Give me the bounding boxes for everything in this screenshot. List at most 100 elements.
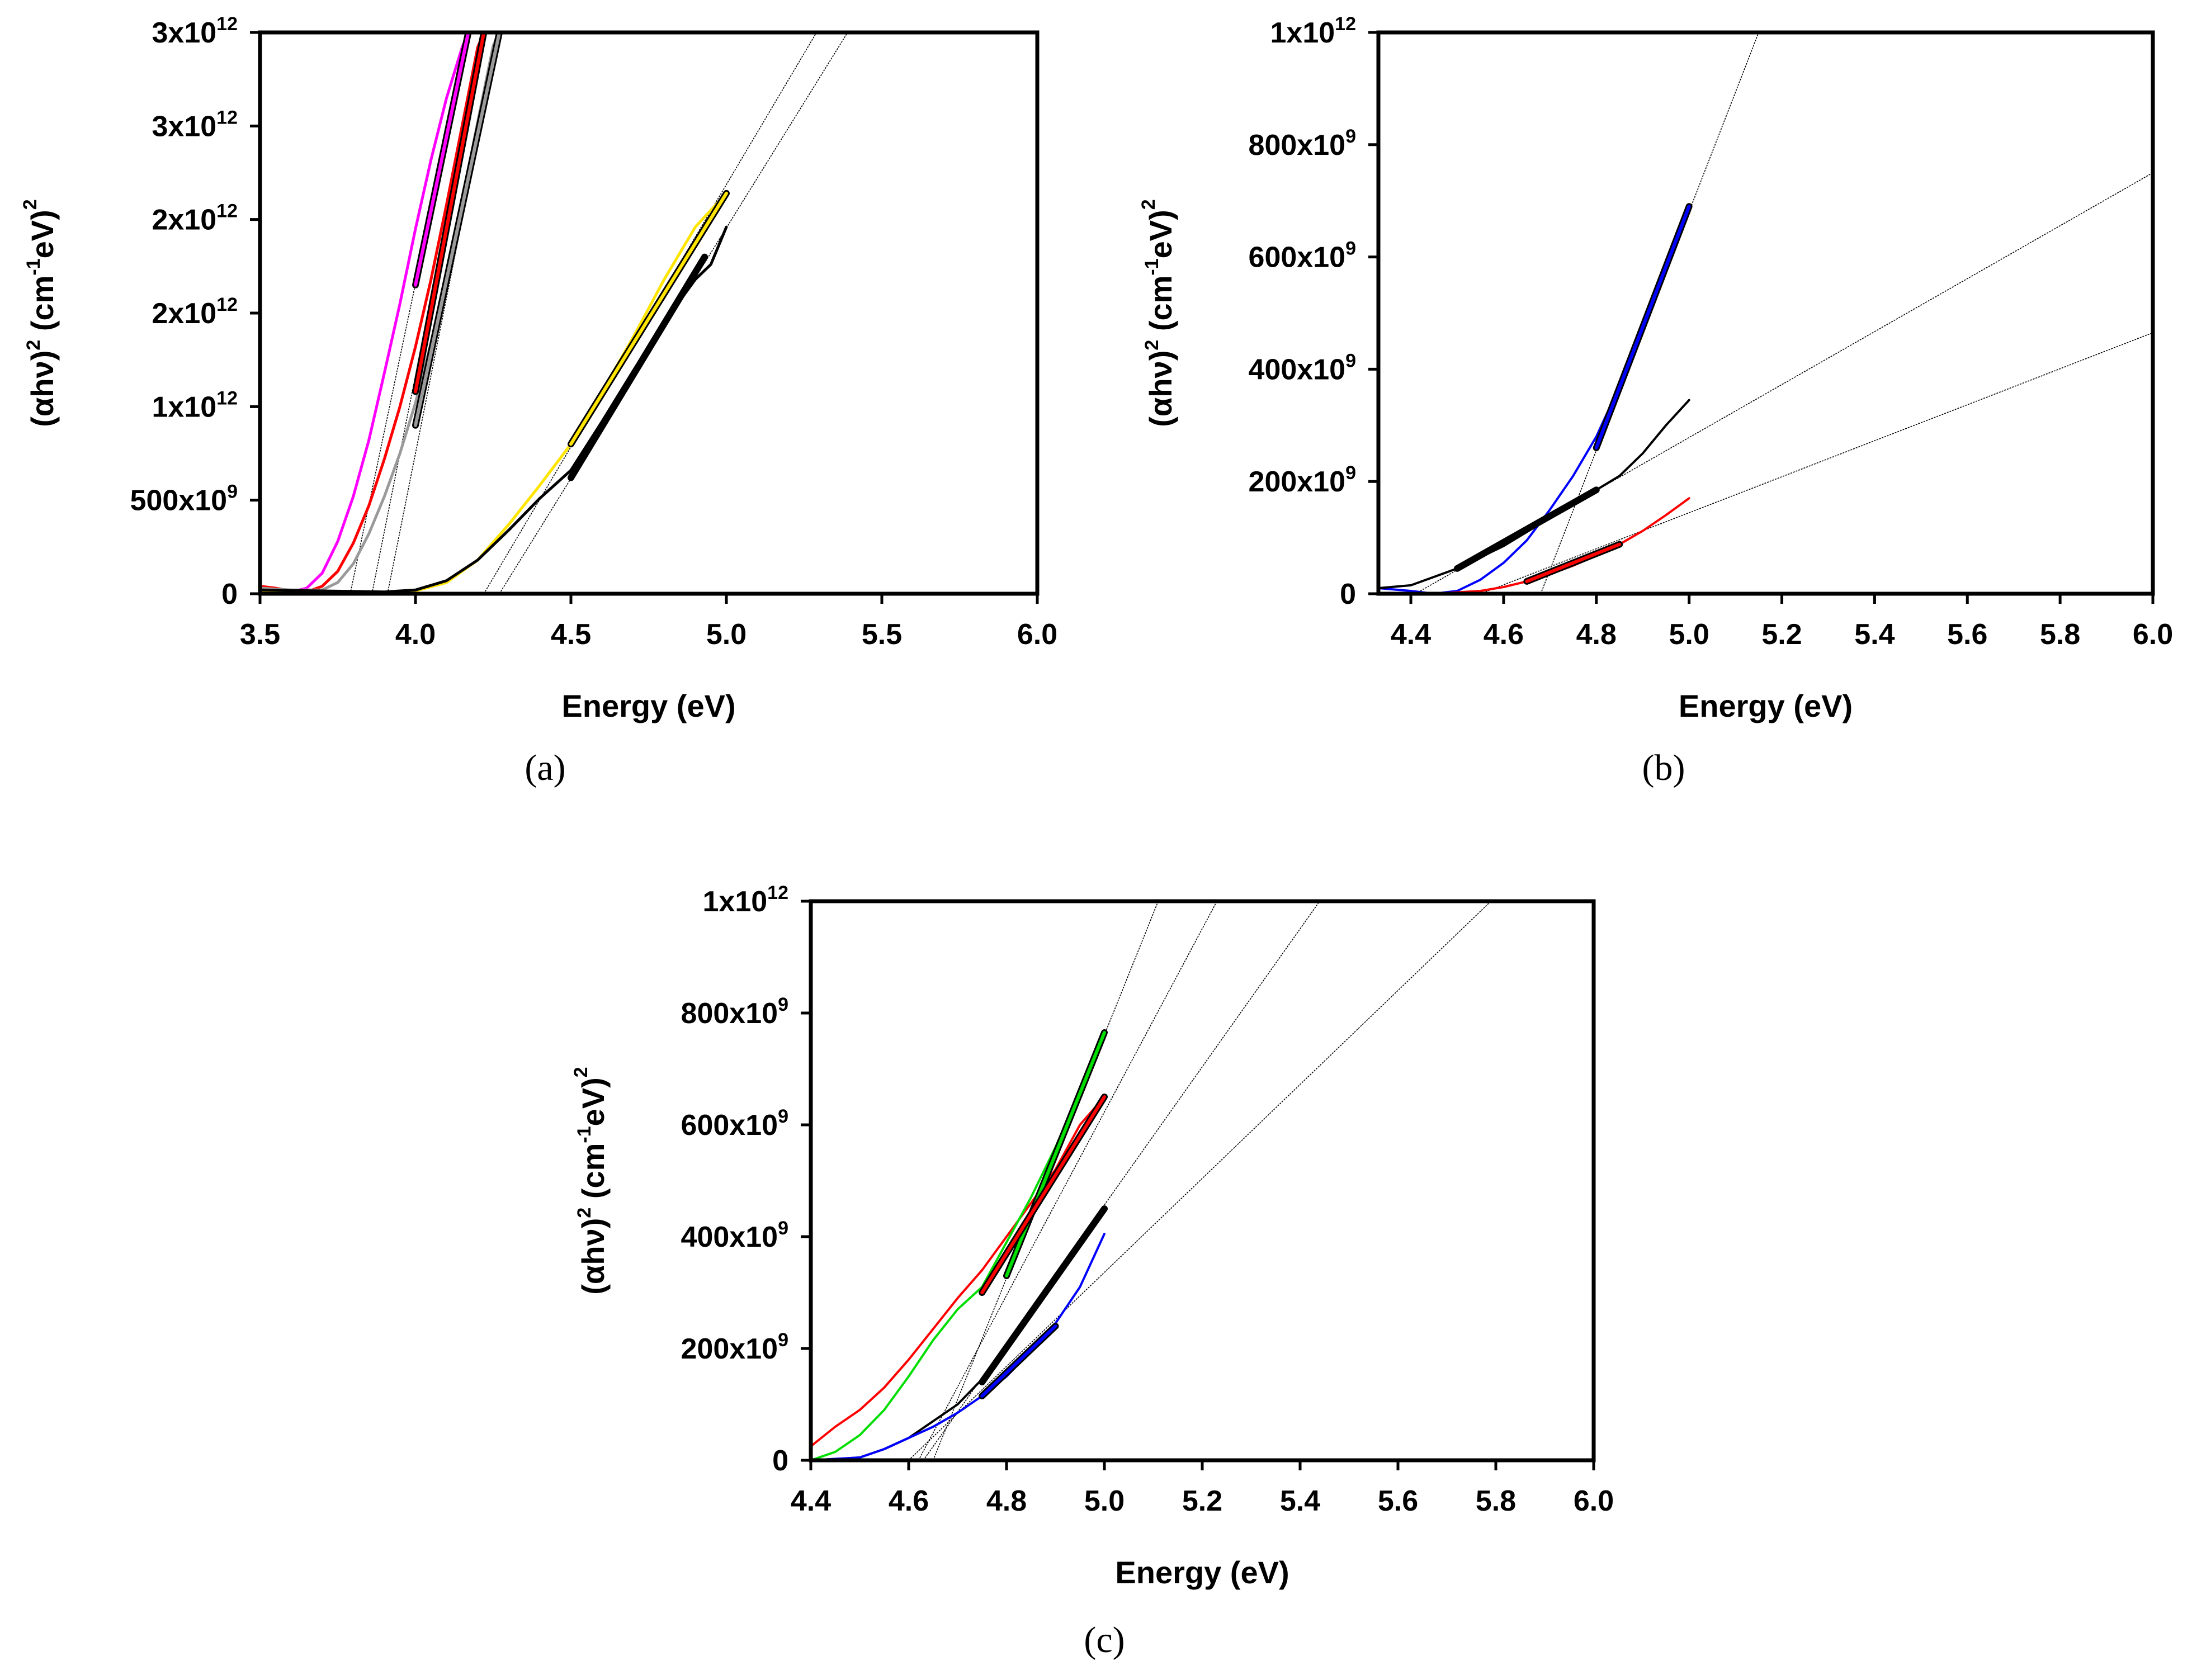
y-axis-title-unit-pow: -1 (1141, 258, 1163, 275)
y-tick-mantissa: 1x10 (702, 886, 767, 918)
series-black-line (811, 1208, 1106, 1460)
y-tick-exponent: 9 (1345, 126, 1356, 147)
y-tick-exponent: 9 (1345, 238, 1356, 259)
y-axis-title: (αhν)2 (cm-1eV)2 (570, 1067, 611, 1294)
y-tick-mantissa: 200x10 (681, 1333, 778, 1365)
tangent-line-3 (387, 32, 500, 594)
y-tick-exponent: 12 (216, 201, 238, 222)
y-tick-label: 400x109 (1249, 350, 1356, 386)
plot-frame-c (809, 899, 1596, 1463)
series-green-line (811, 1031, 1106, 1460)
y-axis-title-unit-pow: -1 (23, 258, 44, 275)
y-axis-title-base: (αhν) (575, 1218, 611, 1295)
x-tick-label: 5.2 (1761, 618, 1802, 651)
fit-segment-3 (414, 32, 502, 427)
y-axis-title-unit-close: eV) (25, 210, 60, 258)
x-tick-label: 5.8 (1476, 1485, 1516, 1517)
x-tick-label: 6.0 (2133, 618, 2173, 651)
x-tick-label: 5.2 (1182, 1485, 1222, 1517)
y-tick-exponent: 9 (227, 481, 238, 503)
x-tick-label: 5.4 (1854, 618, 1895, 651)
y-tick-mantissa: 0 (221, 578, 238, 611)
x-tick-label: 4.4 (791, 1485, 831, 1517)
y-tick-mantissa: 1x10 (152, 391, 216, 423)
fit-segment-outline-2 (1453, 486, 1600, 572)
x-tick-label: 6.0 (1017, 618, 1057, 651)
y-tick-label: 0 (772, 1445, 788, 1477)
fit-segment-outline-5 (568, 253, 708, 481)
x-tick-label: 5.0 (1084, 1485, 1125, 1517)
fit-segment-4 (569, 191, 728, 446)
y-tick-exponent: 12 (216, 294, 238, 315)
panel-label-a: (a) (525, 747, 565, 788)
x-tick-label: 4.6 (1484, 618, 1524, 651)
y-tick-mantissa: 0 (772, 1445, 788, 1477)
y-axis-title-pow: 2 (574, 1208, 595, 1218)
y-tick-exponent: 9 (1345, 350, 1356, 371)
plot-area-a (260, 32, 848, 594)
y-axis-title-base: (αhν) (25, 351, 60, 427)
x-tick-label: 4.0 (395, 618, 436, 651)
y-tick-label: 1x1012 (1270, 13, 1356, 49)
y-tick-label: 800x109 (681, 994, 788, 1030)
x-tick-label: 4.4 (1391, 618, 1431, 651)
plot-frame-b (1376, 30, 2155, 596)
series-black-line (1378, 399, 1690, 589)
panel-label-c: (c) (1084, 1620, 1125, 1660)
plot-area-c (811, 901, 1491, 1460)
y-tick-label: 3x1012 (152, 107, 238, 143)
y-tick-mantissa: 400x10 (1249, 353, 1346, 386)
y-axis-title-pow: 2 (1141, 340, 1163, 351)
y-tick-exponent: 12 (216, 387, 238, 409)
y-tick-exponent: 9 (778, 1218, 788, 1239)
x-tick-label: 4.8 (986, 1485, 1027, 1517)
x-tick-label: 6.0 (1574, 1485, 1614, 1517)
tangent-line-4 (483, 32, 817, 594)
y-tick-exponent: 9 (778, 994, 788, 1015)
panel-b: 4.4 4.6 4.8 5.0 5.2 5.4 5.6 5.8 6.00200x109400x1… (1138, 13, 2173, 788)
x-tick-label: 4.6 (889, 1485, 929, 1517)
y-tick-label: 600x109 (1249, 238, 1356, 274)
x-tick-label: 5.0 (1669, 618, 1709, 651)
y-tick-exponent: 9 (778, 1329, 788, 1351)
y-tick-mantissa: 0 (1340, 578, 1356, 611)
y-axis-title-pow: 2 (23, 340, 44, 351)
x-tick-label: 5.5 (862, 618, 902, 651)
y-axis-title-unit-close: eV) (1143, 210, 1178, 258)
x-axis-title: Energy (eV) (1679, 688, 1853, 723)
panel-label-b: (b) (1642, 747, 1685, 788)
y-axis-title-unit-open: (cm (575, 1143, 611, 1208)
y-tick-mantissa: 3x10 (152, 17, 216, 49)
y-tick-mantissa: 800x10 (1249, 129, 1346, 162)
tangent-line-4 (908, 901, 1491, 1460)
x-tick-label: 5.6 (1947, 618, 1987, 651)
x-tick-label: 4.5 (551, 618, 591, 651)
y-tick-label: 400x109 (681, 1218, 788, 1253)
y-tick-label: 3x1012 (152, 13, 238, 49)
fit-segment-3 (1525, 542, 1622, 583)
y-axis-title-unit-open: (cm (25, 276, 60, 340)
y-axis-title-unit-sq: 2 (20, 199, 41, 210)
y-axis-title-base: (αhν) (1143, 351, 1178, 427)
y-tick-label: 600x109 (681, 1106, 788, 1142)
x-tick-label: 5.6 (1378, 1485, 1418, 1517)
y-tick-exponent: 12 (1335, 13, 1356, 35)
y-tick-label: 2x1012 (152, 294, 238, 330)
fit-segment-1 (1005, 1031, 1106, 1277)
fit-segment-1 (1594, 205, 1691, 449)
y-tick-exponent: 12 (767, 882, 788, 903)
y-tick-mantissa: 2x10 (152, 297, 216, 330)
y-tick-label: 800x109 (1249, 126, 1356, 162)
y-axis-title-unit-sq: 2 (1138, 199, 1159, 210)
tangent-line-1 (1540, 32, 1759, 594)
y-tick-label: 1x1012 (702, 882, 788, 918)
y-tick-mantissa: 400x10 (681, 1221, 778, 1253)
y-axis-title: (αhν)2 (cm-1eV)2 (1138, 199, 1178, 427)
y-tick-exponent: 12 (216, 13, 238, 35)
y-tick-mantissa: 600x10 (1249, 242, 1346, 274)
panel-a: 3.5 4.0 4.5 5.0 5.5 6.00500x1091x10122x10122x… (20, 13, 1057, 788)
y-tick-label: 2x1012 (152, 201, 238, 236)
y-tick-mantissa: 2x10 (152, 204, 216, 236)
x-axis-title: Energy (eV) (561, 688, 735, 723)
